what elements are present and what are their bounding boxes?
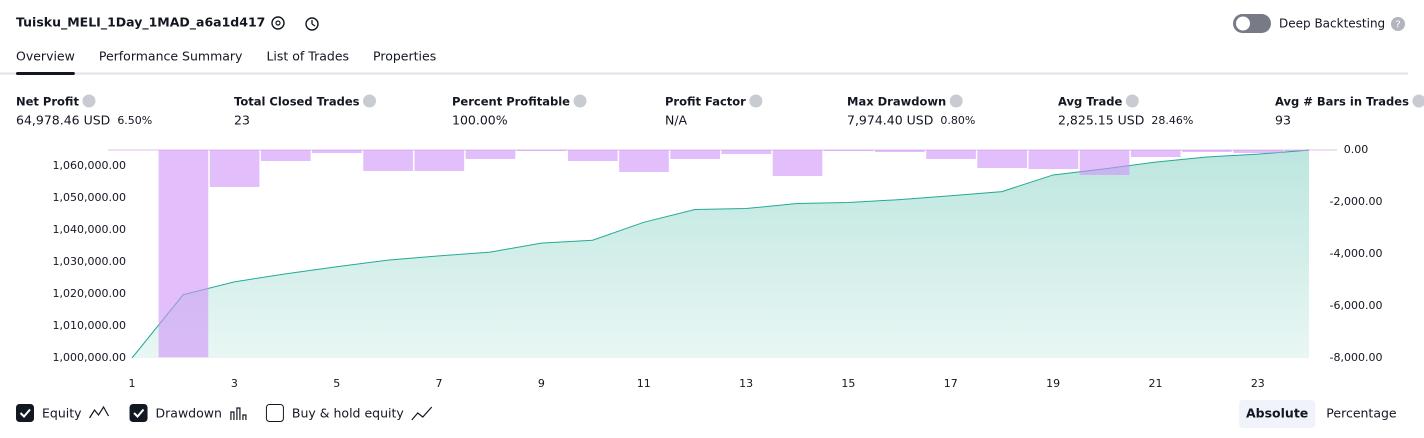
drawdown-bar [977, 150, 1028, 168]
y-tick-label: 1,010,000.00 [53, 319, 126, 332]
metric-label: Percent Profitable [452, 95, 570, 109]
y2-tick-label: -4,000.00 [1330, 247, 1383, 260]
metric-label: Net Profit [16, 95, 79, 109]
legend-icon [89, 405, 110, 419]
scale-button-active [1239, 400, 1316, 428]
legend-icon [230, 407, 247, 420]
drawdown-bar [721, 150, 772, 155]
drawdown-bar [414, 150, 465, 172]
x-tick-label: 9 [538, 377, 545, 390]
deep-backtesting-label: Deep Backtesting [1279, 17, 1385, 31]
drawdown-bar [312, 150, 362, 153]
tab[interactable]: Performance Summary [99, 49, 243, 64]
y2-tick-label: -6,000.00 [1330, 299, 1383, 312]
metric-value: 7,974.40 USD [847, 113, 933, 128]
deep-backtesting-toggle[interactable] [1233, 14, 1271, 33]
x-tick-label: 17 [944, 377, 958, 390]
y2-tick-label: -2,000.00 [1330, 195, 1383, 208]
info-icon[interactable] [1412, 94, 1424, 108]
checkbox[interactable] [16, 404, 34, 422]
drawdown-bar [1182, 150, 1232, 153]
info-icon[interactable] [82, 94, 96, 108]
strategy-title: Tuisku_MELI_1Day_1MAD_a6a1d417 [16, 15, 265, 31]
metric-value: 100.00% [452, 113, 508, 128]
scale-button-label[interactable]: Absolute [1246, 406, 1308, 421]
metric-value: 23 [234, 113, 250, 128]
metric-label: Profit Factor [665, 95, 746, 109]
x-tick-label: 7 [436, 377, 443, 390]
info-icon[interactable] [749, 94, 763, 108]
drawdown-bar [823, 150, 874, 152]
x-tick-label: 11 [637, 377, 651, 390]
drawdown-bar [158, 150, 209, 358]
help-icon[interactable]: ? [1391, 17, 1405, 31]
drawdown-bar [363, 150, 413, 172]
x-tick-label: 3 [231, 377, 238, 390]
x-tick-label: 5 [333, 377, 340, 390]
drawdown-bar [567, 150, 618, 161]
y-tick-label: 1,030,000.00 [53, 255, 126, 268]
active-tab-indicator [16, 72, 75, 75]
metric-label: Max Drawdown [847, 95, 946, 109]
x-tick-label: 21 [1148, 377, 1162, 390]
info-icon[interactable] [362, 94, 376, 108]
legend-label: Buy & hold equity [292, 406, 404, 421]
info-icon[interactable] [573, 94, 587, 108]
drawdown-bar [1079, 150, 1130, 176]
metric-sub-value: 0.80% [940, 114, 975, 127]
metric-value: N/A [665, 113, 688, 128]
info-icon[interactable] [949, 94, 963, 108]
settings-icon[interactable] [271, 16, 285, 30]
svg-text:?: ? [1395, 20, 1400, 31]
scale-button-label[interactable]: Percentage [1326, 406, 1397, 421]
drawdown-bar [1028, 150, 1079, 170]
legend-label: Drawdown [156, 406, 222, 421]
drawdown-bar [772, 150, 823, 176]
tab[interactable]: Overview [16, 49, 75, 64]
drawdown-bar [260, 150, 311, 161]
drawdown-bar [875, 150, 925, 153]
metric-label: Avg # Bars in Trades [1275, 95, 1409, 109]
legend-label: Equity [42, 406, 82, 421]
drawdown-bar [465, 150, 516, 159]
drawdown-bar [926, 150, 976, 159]
y2-tick-label: -8,000.00 [1330, 351, 1383, 364]
y-tick-label: 1,060,000.00 [53, 159, 126, 172]
checkbox[interactable] [265, 404, 284, 422]
drawdown-bar [516, 150, 567, 152]
drawdown-bar [619, 150, 669, 172]
drawdown-bar [1284, 150, 1309, 152]
x-tick-label: 15 [841, 377, 855, 390]
metric-sub-value: 28.46% [1151, 114, 1193, 127]
x-tick-label: 13 [739, 377, 753, 390]
x-tick-label: 23 [1251, 377, 1265, 390]
drawdown-bar [670, 150, 720, 159]
tab[interactable]: Properties [373, 49, 436, 64]
x-tick-label: 19 [1046, 377, 1060, 390]
drawdown-bar [209, 150, 260, 187]
metric-value: 64,978.46 USD [16, 113, 110, 128]
checkmark [19, 408, 31, 418]
checkmark [133, 408, 145, 418]
y-tick-label: 1,050,000.00 [53, 191, 126, 204]
drawdown-bar [1130, 150, 1181, 157]
drawdown-bar [1233, 150, 1283, 153]
metric-label: Total Closed Trades [234, 95, 360, 109]
y-tick-label: 1,020,000.00 [53, 287, 126, 300]
metric-label: Avg Trade [1058, 95, 1122, 109]
info-icon[interactable] [1125, 94, 1139, 108]
equity-area [132, 150, 1309, 358]
x-tick-label: 1 [129, 377, 136, 390]
y-tick-label: 1,000,000.00 [53, 351, 126, 364]
legend-icon [411, 406, 433, 421]
metric-value: 2,825.15 USD [1058, 113, 1144, 128]
metric-sub-value: 6.50% [117, 114, 152, 127]
tab[interactable]: List of Trades [266, 49, 349, 64]
alert-icon[interactable] [305, 17, 319, 31]
y-tick-label: 1,040,000.00 [53, 223, 126, 236]
metric-value: 93 [1275, 113, 1291, 128]
checkbox[interactable] [129, 404, 148, 422]
y2-tick-label: 0.00 [1344, 143, 1369, 156]
